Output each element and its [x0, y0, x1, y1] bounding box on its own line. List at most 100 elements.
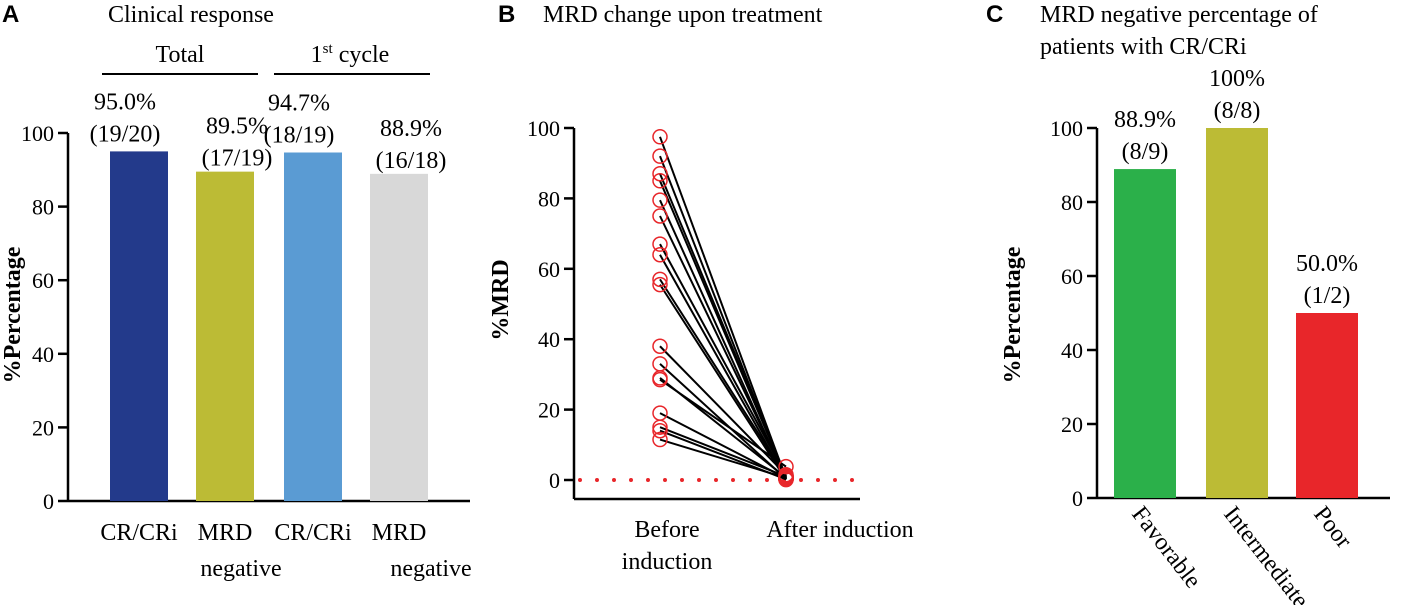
panel-c-bar [1206, 128, 1268, 498]
panel-b-marker [778, 470, 794, 486]
panel-c-y-tick-label: 40 [1061, 338, 1083, 363]
panel-a-value-pct: 94.7% [268, 91, 330, 117]
panel-a-value-pct: 88.9% [380, 116, 442, 142]
panel-b: B MRD change upon treatment 0 20 40 60 80 100… [488, 1, 914, 575]
panel-b-marker [652, 422, 668, 439]
panel-c-y-tick-label: 100 [1050, 116, 1083, 141]
panel-c-y-label: %Percentage [1000, 246, 1026, 383]
panel-a-y-tick-label: 40 [32, 342, 54, 367]
panel-b-title: MRD change upon treatment [543, 2, 823, 28]
panel-a-value-labels: 95.0% (19/20) 89.5% (17/19) 94.7% (18/19) 88.9… [90, 89, 447, 173]
panel-b-series-line [659, 284, 787, 481]
panel-a-category-label: CR/CRi [100, 520, 178, 546]
panel-b-series-line [659, 278, 787, 478]
panel-a-y-tick-label: 80 [32, 195, 54, 220]
panel-b-y-tick-label: 0 [549, 468, 560, 493]
panel-b-series-line [659, 243, 787, 477]
panel-b-series-line [659, 254, 787, 480]
panel-b-marker [652, 148, 668, 164]
panel-b-y-tick-label: 60 [538, 257, 560, 282]
panel-b-series-line [659, 180, 787, 478]
panel-c: C MRD negative percentage of patients wi… [986, 1, 1390, 605]
panel-a-value-frac: (17/19) [202, 146, 273, 172]
panel-b-category-label-line2: induction [622, 549, 713, 575]
panel-b-marker [652, 173, 668, 189]
panel-c-bar [1296, 313, 1358, 498]
panel-b-categories: Before induction After induction [622, 517, 914, 575]
panel-c-y-ticks: 0 20 40 60 80 100 [1050, 116, 1097, 511]
panel-a-bar [110, 151, 168, 501]
group-label-first-cycle-word: cycle [339, 42, 390, 68]
panel-b-marker [778, 458, 794, 475]
panel-a-y-tick-label: 60 [32, 268, 54, 293]
panel-a-y-tick-label: 100 [21, 121, 54, 146]
panel-a-category-label-line2: negative [200, 556, 281, 582]
panel-c-title-line2: patients with CR/CRi [1040, 34, 1247, 60]
panel-a-y-label: %Percentage [0, 246, 26, 383]
panel-c-category-label: Poor [1308, 502, 1356, 554]
panel-c-value-labels: 88.9% (8/9) 100% (8/8) 50.0% (1/2) [1114, 66, 1358, 309]
panel-a-value-frac: (19/20) [90, 121, 161, 147]
panel-a-y-ticks: 0 20 40 60 80 100 [21, 121, 68, 514]
panel-a-letter: A [2, 1, 19, 28]
panel-b-y-tick-label: 100 [527, 116, 560, 141]
panel-b-marker [652, 129, 668, 145]
panel-c-y-tick-label: 20 [1061, 412, 1083, 437]
panel-b-series-line [659, 378, 787, 468]
panel-a-category-label: MRD [372, 520, 427, 546]
panel-b-lines [659, 136, 787, 481]
group-label-first-cycle: 1st cycle [311, 41, 390, 68]
panel-b-marker [652, 236, 668, 252]
group-label-first-cycle-sup: st [323, 41, 334, 57]
panel-a-value-pct: 89.5% [206, 114, 268, 140]
panel-c-value-pct: 100% [1209, 66, 1265, 92]
panel-c-value-pct: 88.9% [1114, 107, 1176, 133]
panel-c-category-label: Favorable [1126, 502, 1206, 594]
panel-a-value-pct: 95.0% [94, 89, 156, 115]
panel-b-marker [652, 246, 668, 263]
panel-b-marker [652, 192, 668, 208]
panel-b-letter: B [498, 1, 515, 28]
panel-b-marker [652, 371, 668, 388]
panel-b-y-tick-label: 40 [538, 327, 560, 352]
panel-b-category-label: After induction [766, 517, 913, 543]
panel-b-y-tick-label: 20 [538, 398, 560, 423]
panel-b-y-ticks: 0 20 40 60 80 100 [527, 116, 574, 493]
panel-b-series-line [659, 215, 787, 479]
panel-b-marker [652, 338, 668, 354]
panel-c-y-tick-label: 0 [1072, 486, 1083, 511]
panel-a-bar [370, 173, 428, 501]
panel-c-value-frac: (1/2) [1304, 283, 1351, 309]
panel-a-category-label: CR/CRi [274, 520, 352, 546]
panel-a-title: Clinical response [108, 2, 274, 28]
panel-a-category-label-line2: negative [390, 556, 471, 582]
panel-a-bar [284, 152, 342, 501]
panel-a-y-tick-label: 0 [43, 489, 54, 514]
panel-c-value-frac: (8/8) [1214, 98, 1261, 124]
group-label-first-cycle-num: 1 [311, 42, 323, 68]
panel-c-y-tick-label: 60 [1061, 264, 1083, 289]
panel-a-bars [110, 151, 428, 501]
panel-c-category-label: Intermediate [1218, 502, 1313, 605]
panel-b-y-tick-label: 80 [538, 186, 560, 211]
panel-b-marker [652, 208, 668, 224]
panel-b-markers [652, 129, 794, 488]
panel-c-y-tick-label: 80 [1061, 190, 1083, 215]
panel-a-value-frac: (18/19) [264, 123, 335, 149]
panel-c-value-frac: (8/9) [1122, 139, 1169, 165]
panel-a-bar [196, 171, 254, 501]
panel-b-marker [652, 419, 668, 435]
panel-b-series-line [659, 136, 787, 479]
panel-b-series-line [659, 438, 787, 479]
panel-c-letter: C [986, 1, 1003, 28]
panel-c-bar [1114, 169, 1176, 498]
panel-b-marker [652, 271, 668, 288]
panel-b-category-label: Before [634, 517, 699, 543]
panel-b-marker [652, 276, 668, 293]
panel-a-category-label: MRD [198, 520, 253, 546]
panel-b-y-label: %MRD [488, 259, 514, 340]
panel-a-value-frac: (16/18) [376, 148, 447, 174]
panel-a: A Clinical response Total 1st cycle 0 20 40… [0, 1, 472, 582]
